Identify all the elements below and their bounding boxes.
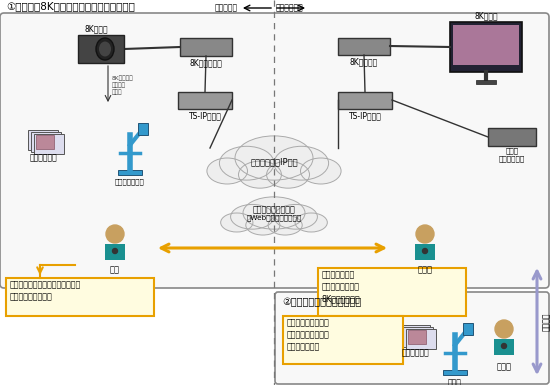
Text: 後日、同じ病理医が
実験に使用した標本
を直接診断する: 後日、同じ病理医が 実験に使用した標本 を直接診断する	[287, 318, 330, 351]
Text: TS-IP変換機: TS-IP変換機	[349, 111, 382, 120]
FancyBboxPatch shape	[78, 35, 124, 63]
Text: 病理医が遠隔で
顧微鏡を操作し、
8K映像にて診断: 病理医が遠隔で 顧微鏡を操作し、 8K映像にて診断	[322, 270, 361, 303]
Text: 8Kエンコーダ: 8Kエンコーダ	[190, 58, 222, 67]
FancyBboxPatch shape	[453, 25, 519, 65]
Ellipse shape	[268, 215, 302, 235]
Ellipse shape	[246, 215, 280, 235]
Ellipse shape	[221, 213, 253, 232]
Circle shape	[416, 225, 434, 243]
Ellipse shape	[96, 38, 114, 60]
Ellipse shape	[219, 146, 274, 180]
Text: 病理スライド: 病理スライド	[401, 348, 429, 357]
Ellipse shape	[243, 197, 305, 229]
Ellipse shape	[274, 146, 328, 180]
FancyBboxPatch shape	[105, 244, 125, 260]
Text: 地上放送網（IP経）: 地上放送網（IP経）	[250, 157, 298, 166]
Circle shape	[106, 225, 124, 243]
FancyBboxPatch shape	[463, 323, 473, 335]
FancyBboxPatch shape	[406, 329, 436, 349]
FancyBboxPatch shape	[403, 327, 433, 347]
FancyBboxPatch shape	[338, 38, 390, 55]
FancyBboxPatch shape	[180, 38, 232, 56]
FancyBboxPatch shape	[275, 292, 549, 384]
FancyBboxPatch shape	[318, 268, 466, 316]
FancyBboxPatch shape	[476, 80, 496, 84]
FancyBboxPatch shape	[400, 325, 430, 345]
Ellipse shape	[230, 204, 274, 229]
FancyBboxPatch shape	[138, 123, 148, 135]
Ellipse shape	[295, 213, 327, 232]
Text: 遠隔操作顧微鏡: 遠隔操作顧微鏡	[115, 178, 145, 185]
Text: 病理医: 病理医	[417, 265, 432, 274]
Text: コミュニケーション: コミュニケーション	[252, 206, 295, 214]
FancyBboxPatch shape	[283, 316, 403, 364]
FancyBboxPatch shape	[118, 170, 142, 175]
Circle shape	[502, 343, 507, 348]
Text: 病理スライド: 病理スライド	[29, 153, 57, 162]
FancyBboxPatch shape	[178, 92, 232, 109]
Ellipse shape	[235, 136, 313, 180]
FancyBboxPatch shape	[6, 278, 154, 316]
FancyBboxPatch shape	[36, 135, 54, 149]
FancyBboxPatch shape	[338, 92, 392, 109]
Text: 8Kデコーダ: 8Kデコーダ	[350, 57, 378, 66]
Text: ②病理医が通常通り病理診断: ②病理医が通常通り病理診断	[282, 297, 361, 307]
Text: 技師: 技師	[110, 265, 120, 274]
Ellipse shape	[300, 158, 341, 184]
Text: 東京大学病院: 東京大学病院	[276, 3, 304, 12]
Text: 8Kモニタ: 8Kモニタ	[474, 11, 498, 20]
Text: 8Kカメラを
顧微鏡に
セット: 8Kカメラを 顧微鏡に セット	[112, 75, 134, 95]
Ellipse shape	[274, 204, 317, 229]
Text: 顧微鏡
コントローラ: 顧微鏡 コントローラ	[499, 147, 525, 162]
Ellipse shape	[267, 161, 310, 188]
FancyBboxPatch shape	[450, 22, 522, 72]
Text: TS-IP変換機: TS-IP変換機	[189, 111, 222, 120]
Text: デジタル画像では診断の難しい症
例を含んだ病理標本: デジタル画像では診断の難しい症 例を含んだ病理標本	[10, 280, 81, 301]
Circle shape	[495, 320, 513, 338]
Text: （Web会議システム等）: （Web会議システム等）	[246, 215, 301, 221]
FancyBboxPatch shape	[494, 339, 514, 355]
FancyBboxPatch shape	[0, 13, 549, 288]
Text: 8Kカメラ: 8Kカメラ	[84, 24, 108, 33]
Circle shape	[422, 248, 427, 253]
Text: ①病理医が8K映像をもとに遠隔で病理診断: ①病理医が8K映像をもとに遠隔で病理診断	[6, 1, 135, 11]
Text: 顧微鏡: 顧微鏡	[448, 378, 462, 385]
FancyBboxPatch shape	[34, 134, 64, 154]
Circle shape	[113, 248, 118, 253]
Text: 比較評価: 比較評価	[542, 313, 550, 331]
Ellipse shape	[99, 42, 111, 57]
FancyBboxPatch shape	[408, 330, 426, 344]
FancyBboxPatch shape	[488, 128, 536, 146]
FancyBboxPatch shape	[415, 244, 435, 260]
Text: 虎の門病院: 虎の門病院	[215, 3, 238, 12]
Ellipse shape	[239, 161, 282, 188]
Text: 病理医: 病理医	[497, 362, 512, 371]
FancyBboxPatch shape	[443, 370, 467, 375]
Ellipse shape	[207, 158, 248, 184]
FancyBboxPatch shape	[31, 132, 61, 152]
FancyBboxPatch shape	[28, 130, 58, 150]
